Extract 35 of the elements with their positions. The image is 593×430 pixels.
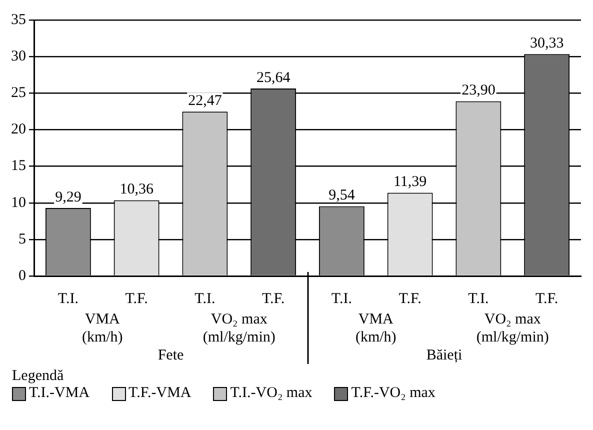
y-tick-label: 15 xyxy=(11,158,26,174)
legend-label: T.I.-VO₂ max xyxy=(230,385,312,402)
text: VO₂ max (ml/kg/min) xyxy=(202,311,276,346)
y-tick-label: 10 xyxy=(11,194,26,211)
x-tick-label: T.I. xyxy=(468,290,489,307)
data-label: 9,29 xyxy=(55,189,82,206)
text: Băieți xyxy=(426,347,462,364)
x-tick-label: T.F. xyxy=(398,290,422,307)
legend-label: T.F.-VO₂ max xyxy=(351,385,436,402)
y-tick-label: 0 xyxy=(18,268,26,284)
data-label: 9,54 xyxy=(328,188,356,204)
x-tick-label: T.F. xyxy=(535,290,558,307)
text: VMA (km/h) xyxy=(355,311,396,346)
y-tick-label: 30 xyxy=(11,48,26,65)
x-tick-label: T.I. xyxy=(58,290,78,307)
x-tick-label: T.F. xyxy=(262,290,285,307)
legend-title: Legendă xyxy=(12,368,65,385)
data-label: 30,33 xyxy=(530,36,564,52)
x-tick-label: T.I. xyxy=(331,290,352,307)
legend-label: T.I.-VMA xyxy=(29,385,90,402)
x-tick-label: T.F. xyxy=(125,290,148,307)
data-label: 25,64 xyxy=(256,70,291,86)
data-label: 11,39 xyxy=(393,174,427,190)
y-tick-label: 25 xyxy=(11,85,26,102)
data-label: 23,90 xyxy=(462,82,496,99)
y-tick-label: 35 xyxy=(11,12,26,28)
text: Fete xyxy=(158,347,184,364)
legend-label: T.F.-VMA xyxy=(128,385,192,402)
x-tick-label: T.I. xyxy=(194,290,216,307)
text: VO₂ max (ml/kg/min) xyxy=(476,311,549,346)
text: VMA (km/h) xyxy=(82,311,123,346)
y-tick-label: 20 xyxy=(11,122,26,138)
data-label: 22,47 xyxy=(188,93,222,110)
data-label: 10,36 xyxy=(120,182,154,198)
y-tick-label: 5 xyxy=(18,231,26,248)
